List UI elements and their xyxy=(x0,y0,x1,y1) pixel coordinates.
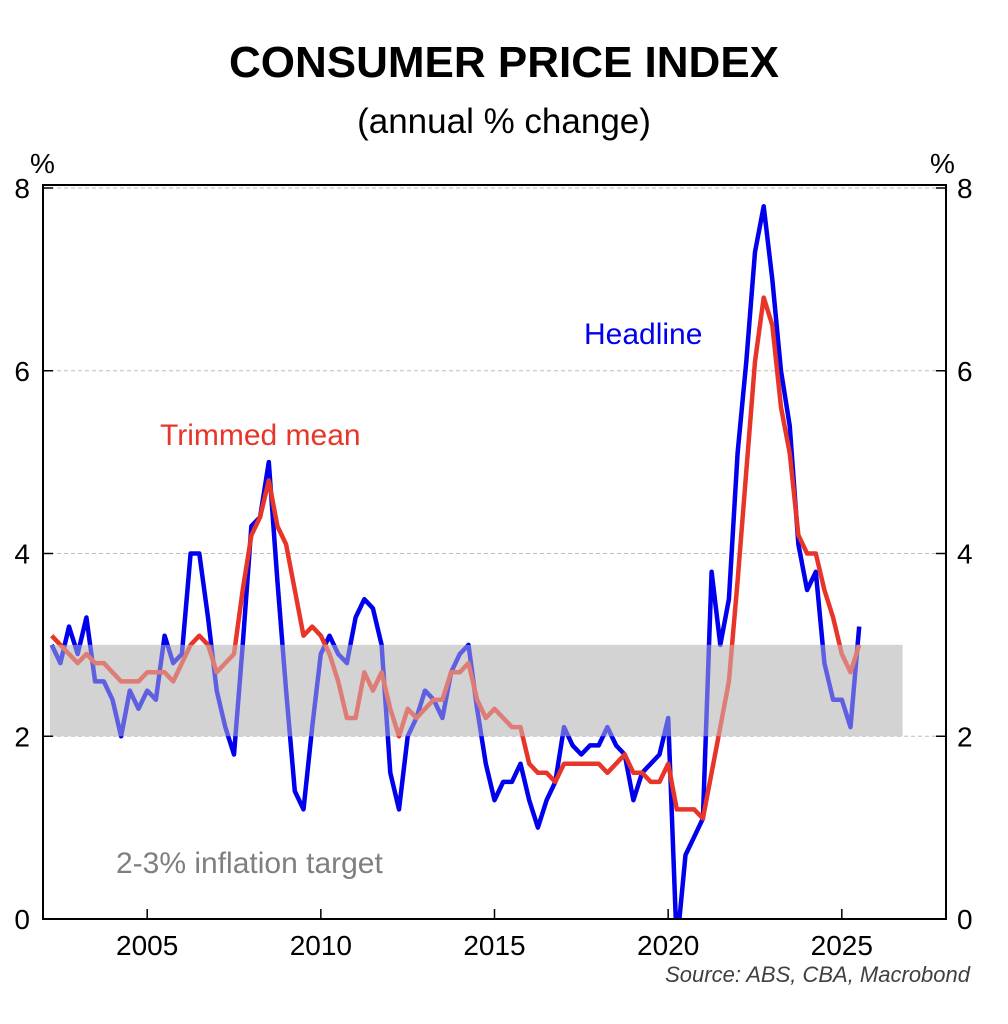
y-tick-label-left: 2 xyxy=(14,721,30,752)
x-tick-label: 2005 xyxy=(116,930,178,961)
x-tick-label: 2010 xyxy=(290,930,352,961)
x-tick-label: 2015 xyxy=(463,930,525,961)
y-tick-label-right: 8 xyxy=(957,173,973,204)
y-tick-label-left: 8 xyxy=(14,173,30,204)
source-note: Source: ABS, CBA, Macrobond xyxy=(665,962,970,987)
x-tick-label: 2020 xyxy=(637,930,699,961)
y-tick-label-left: 4 xyxy=(14,539,30,570)
target-band-overlay xyxy=(49,644,903,737)
y-tick-label-right: 4 xyxy=(957,539,973,570)
y-tick-label-right: 2 xyxy=(957,721,973,752)
plot-frame xyxy=(42,184,947,920)
headline-label: Headline xyxy=(584,318,702,351)
y-tick-label-left: 0 xyxy=(14,904,30,935)
y-tick-label-left: 6 xyxy=(14,356,30,387)
y-axis-unit-left: % xyxy=(30,148,55,179)
y-axis-unit-right: % xyxy=(930,148,955,179)
trimmed-mean-label: Trimmed mean xyxy=(160,419,361,452)
headline-line xyxy=(49,204,862,919)
y-tick-label-right: 6 xyxy=(957,356,973,387)
x-tick-label: 2025 xyxy=(811,930,873,961)
chart-subtitle: (annual % change) xyxy=(357,102,651,141)
target-band-label: 2-3% inflation target xyxy=(116,847,383,880)
y-tick-label-right: 0 xyxy=(957,904,973,935)
chart-title: CONSUMER PRICE INDEX xyxy=(228,38,780,87)
trimmed-mean-line xyxy=(50,295,862,821)
